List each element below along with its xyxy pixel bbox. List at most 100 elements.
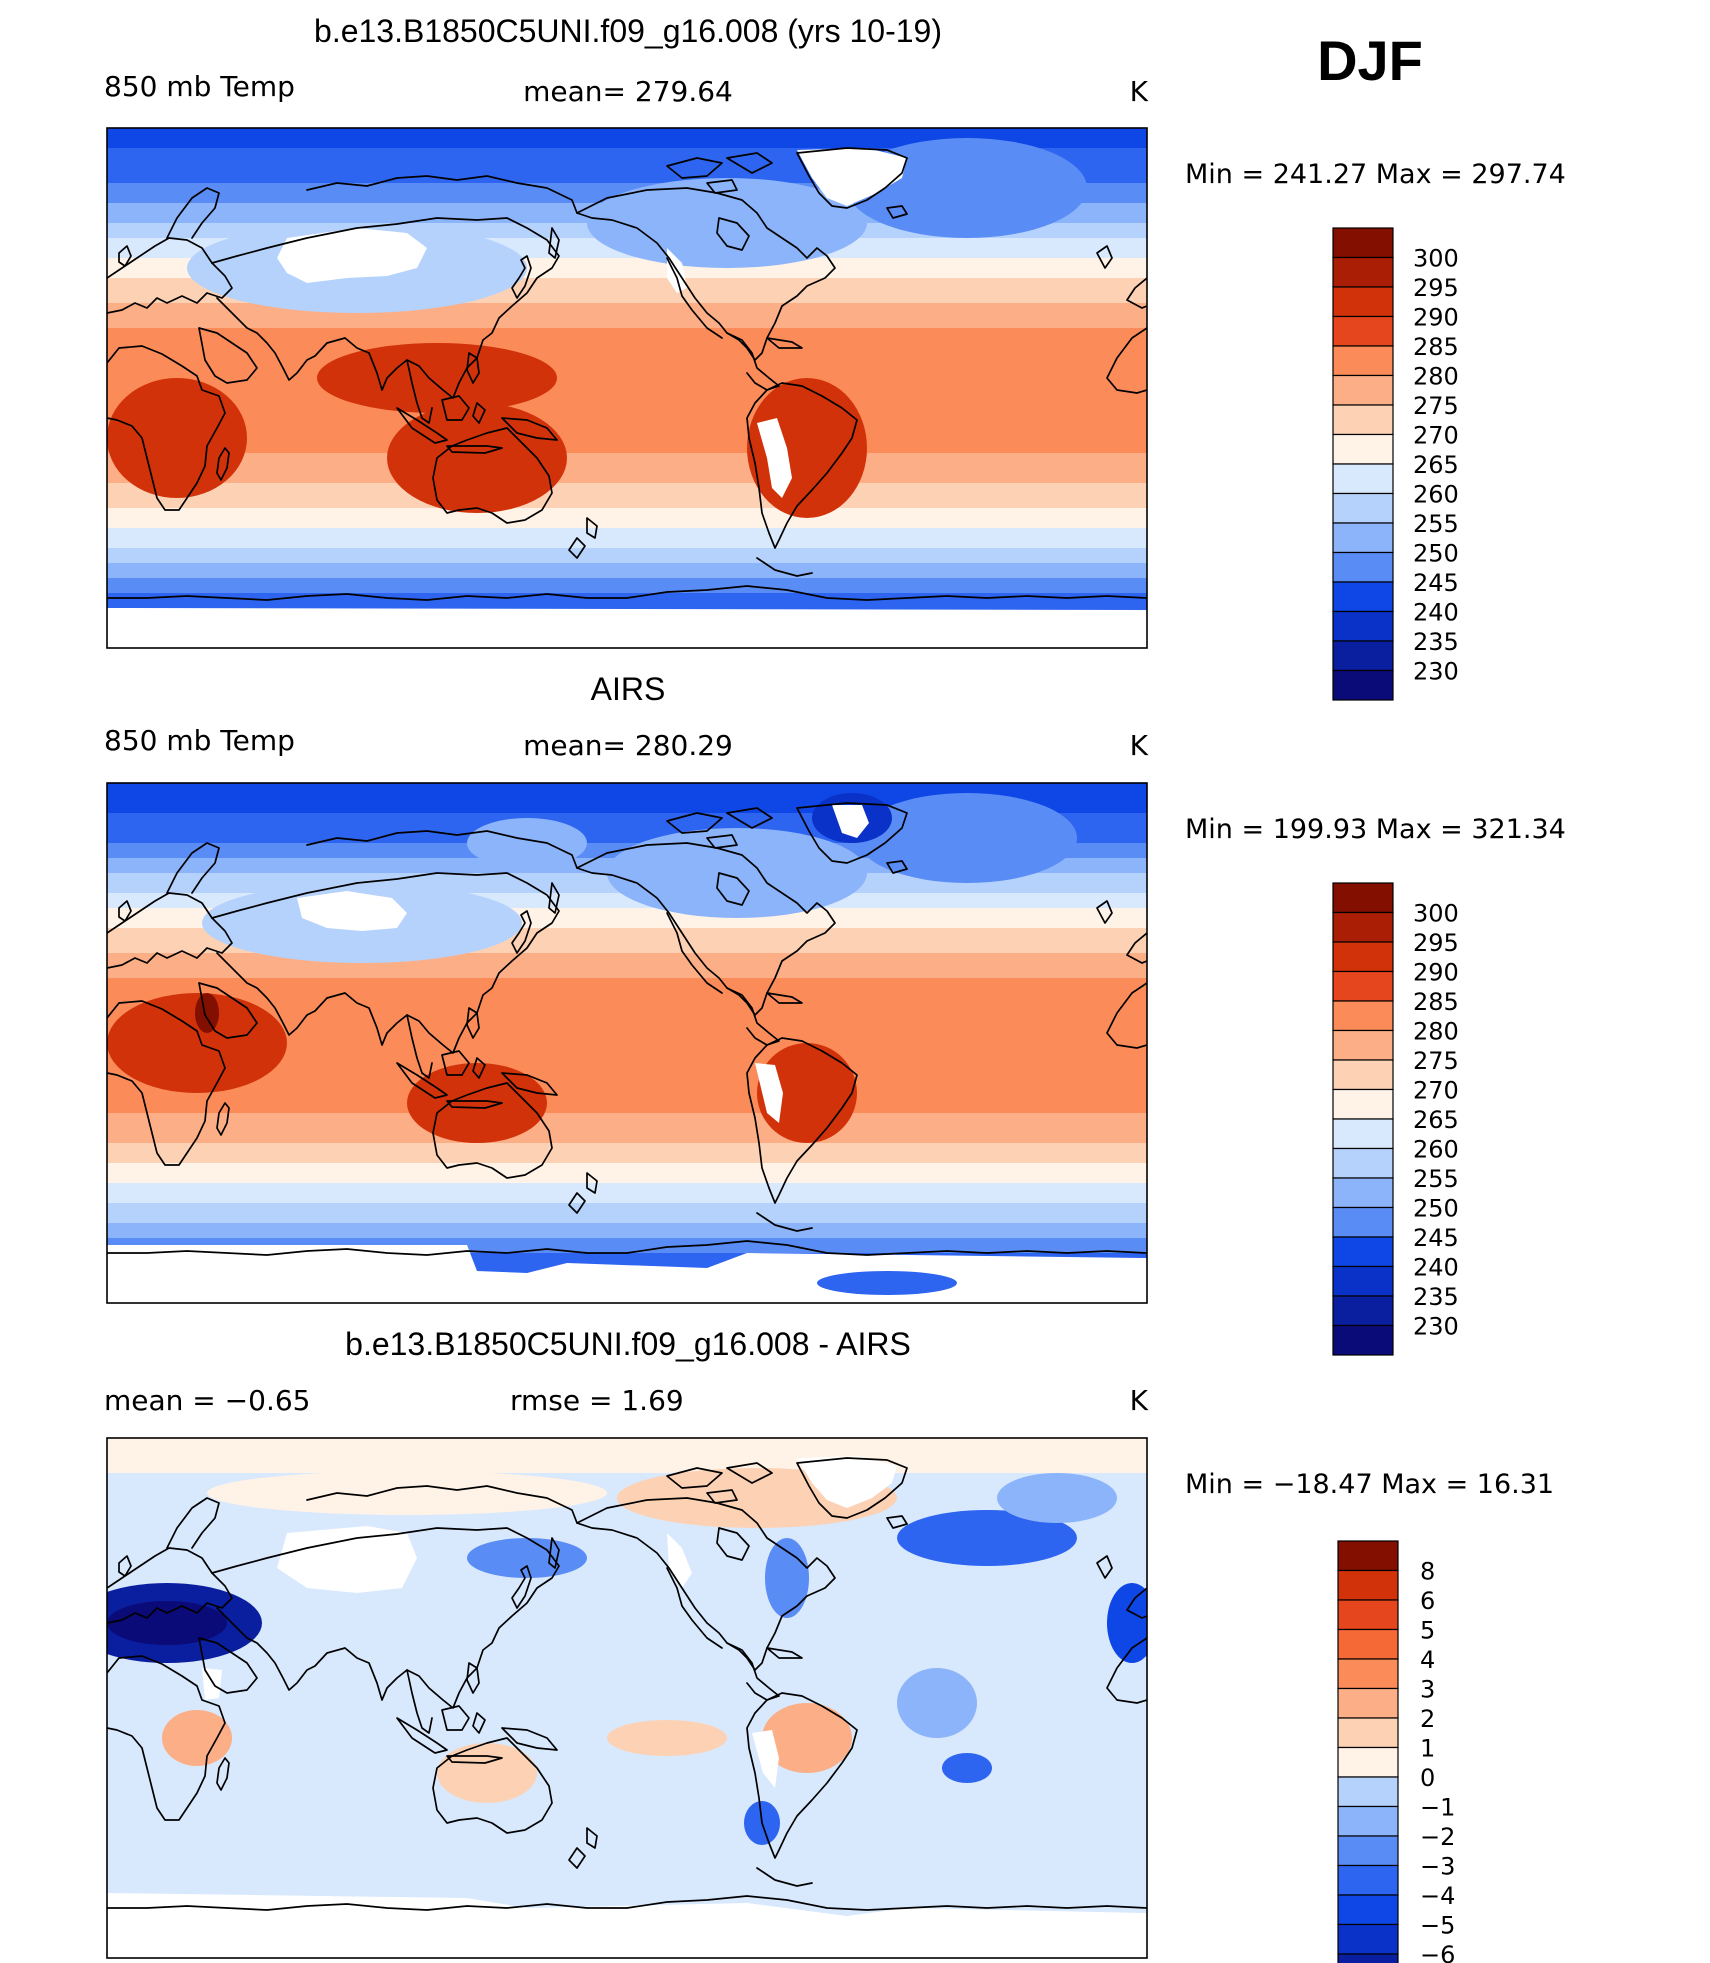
- zonal-band: [107, 923, 1147, 929]
- zonal-band: [107, 363, 1147, 369]
- zonal-band: [107, 133, 1147, 139]
- season-label: DJF: [1317, 29, 1423, 92]
- zonal-band: [107, 833, 1147, 839]
- colorbar-tick-label: 270: [1413, 422, 1459, 450]
- zonal-band: [107, 268, 1147, 274]
- colorbar-swatch: [1332, 669, 1394, 701]
- zonal-band: [107, 1133, 1147, 1139]
- colorbar-swatch: [1332, 1324, 1394, 1356]
- zonal-band: [107, 1783, 1147, 1789]
- colorbar-tick-label: 285: [1413, 988, 1459, 1016]
- zonal-band: [107, 458, 1147, 464]
- zonal-band: [107, 1113, 1147, 1119]
- zonal-band: [107, 378, 1147, 384]
- colorbar-swatch: [1332, 433, 1394, 465]
- warm-pool-maritime: [317, 343, 557, 413]
- zonal-band: [107, 928, 1147, 934]
- zonal-band: [107, 1613, 1147, 1619]
- colorbar-tick-label: 1: [1420, 1735, 1435, 1763]
- zonal-band: [107, 303, 1147, 309]
- zonal-band: [107, 1103, 1147, 1109]
- zonal-band: [107, 598, 1147, 604]
- zonal-band: [107, 1638, 1147, 1644]
- zonal-band: [107, 1833, 1147, 1839]
- zonal-band: [107, 1808, 1147, 1814]
- zonal-band: [107, 1763, 1147, 1769]
- colorbar-swatch: [1332, 404, 1394, 436]
- zonal-band: [107, 338, 1147, 344]
- colorbar-swatch: [1337, 1953, 1399, 1963]
- colorbar-tick-label: 290: [1413, 304, 1459, 332]
- zonal-band: [107, 1533, 1147, 1539]
- zonal-band: [107, 1473, 1147, 1479]
- zonal-band: [107, 393, 1147, 399]
- zonal-band: [107, 143, 1147, 149]
- zonal-band: [107, 1478, 1147, 1484]
- zonal-band: [107, 1203, 1147, 1209]
- colorbar-tick-label: 255: [1413, 510, 1459, 538]
- cold-bias-greenland-sea: [997, 1473, 1117, 1523]
- colorbar-swatch: [1332, 492, 1394, 524]
- zonal-band: [107, 1023, 1147, 1029]
- missing-greenland: [797, 1456, 897, 1508]
- zonal-band: [107, 988, 1147, 994]
- zonal-band: [107, 343, 1147, 349]
- zonal-band: [107, 1803, 1147, 1809]
- zonal-band: [107, 968, 1147, 974]
- zonal-band: [107, 1893, 1147, 1899]
- colorbar-tick-label: 6: [1420, 1587, 1435, 1615]
- colorbar-tick-label: 285: [1413, 333, 1459, 361]
- zonal-band: [107, 263, 1147, 269]
- zonal-band: [107, 558, 1147, 564]
- zonal-band: [107, 843, 1147, 849]
- zonal-band: [107, 808, 1147, 814]
- colorbar-tick-label: 295: [1413, 929, 1459, 957]
- zonal-band: [107, 1878, 1147, 1884]
- panel-diff-map: [106, 1437, 1148, 1959]
- zonal-band: [107, 1818, 1147, 1824]
- colorbar-tick-label: −3: [1420, 1853, 1455, 1881]
- zonal-band: [107, 1138, 1147, 1144]
- colorbar-swatch: [1332, 911, 1394, 943]
- zonal-band: [107, 1208, 1147, 1214]
- colorbar-tick-label: 245: [1413, 569, 1459, 597]
- zonal-band: [107, 433, 1147, 439]
- zonal-band: [107, 1153, 1147, 1159]
- zonal-band: [107, 913, 1147, 919]
- zonal-band: [107, 1873, 1147, 1879]
- zonal-band: [107, 898, 1147, 904]
- colorbar-swatch: [1337, 1864, 1399, 1896]
- cold-north-america: [607, 828, 867, 918]
- zonal-band: [107, 313, 1147, 319]
- zonal-band: [107, 793, 1147, 799]
- zonal-band: [107, 488, 1147, 494]
- zonal-band: [107, 388, 1147, 394]
- warm-africa: [107, 993, 287, 1093]
- zonal-band: [107, 448, 1147, 454]
- colorbar-tick-label: 260: [1413, 1136, 1459, 1164]
- zonal-band: [107, 483, 1147, 489]
- zonal-band: [107, 1253, 1147, 1259]
- zonal-band: [107, 353, 1147, 359]
- zonal-band: [107, 273, 1147, 279]
- colorbar-swatch: [1332, 1088, 1394, 1120]
- colorbar-tick-label: 235: [1413, 628, 1459, 656]
- zonal-band: [107, 183, 1147, 189]
- zonal-band: [107, 493, 1147, 499]
- zonal-band: [107, 1823, 1147, 1829]
- zonal-band: [107, 1593, 1147, 1599]
- colorbar-swatch: [1332, 256, 1394, 288]
- zonal-band: [107, 1178, 1147, 1184]
- zonal-band: [107, 478, 1147, 484]
- colorbar-tick-label: −6: [1420, 1941, 1455, 1963]
- zonal-band: [107, 1603, 1147, 1609]
- colorbar-tick-label: 275: [1413, 1047, 1459, 1075]
- colorbar-tick-label: 230: [1413, 1313, 1459, 1341]
- zonal-band: [107, 783, 1147, 789]
- panel-obs-minmax: Min = 199.93 Max = 321.34: [1185, 814, 1566, 845]
- colorbar-swatch: [1337, 1540, 1399, 1572]
- zonal-band: [107, 1883, 1147, 1889]
- zonal-band: [107, 953, 1147, 959]
- missing-andes: [755, 1063, 783, 1123]
